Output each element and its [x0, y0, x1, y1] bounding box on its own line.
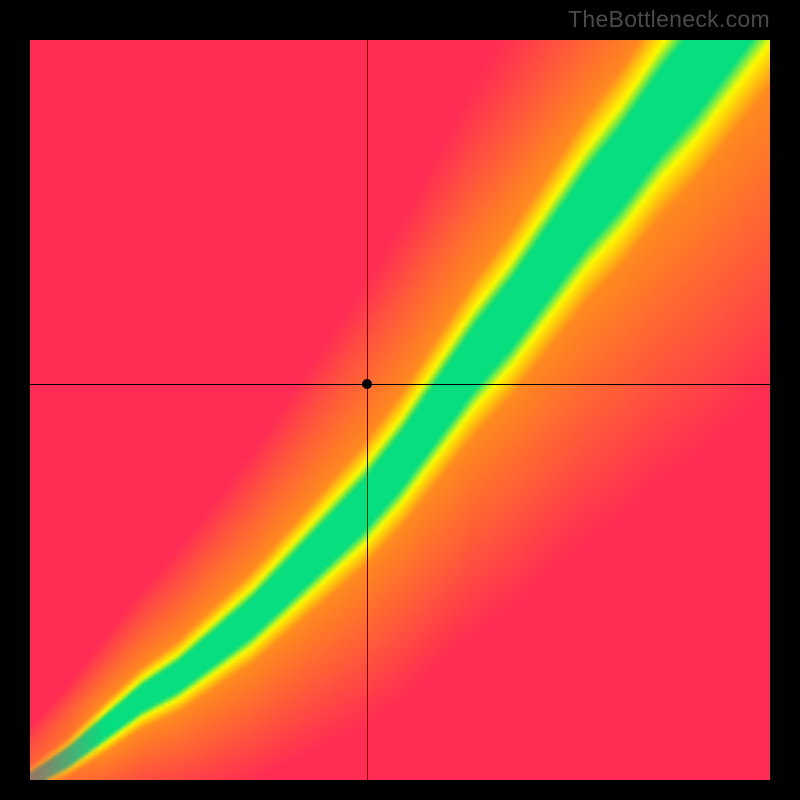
- chart-outer: TheBottleneck.com: [0, 0, 800, 800]
- heatmap-canvas: [30, 40, 770, 780]
- watermark: TheBottleneck.com: [568, 6, 770, 33]
- plot-area: [30, 40, 770, 780]
